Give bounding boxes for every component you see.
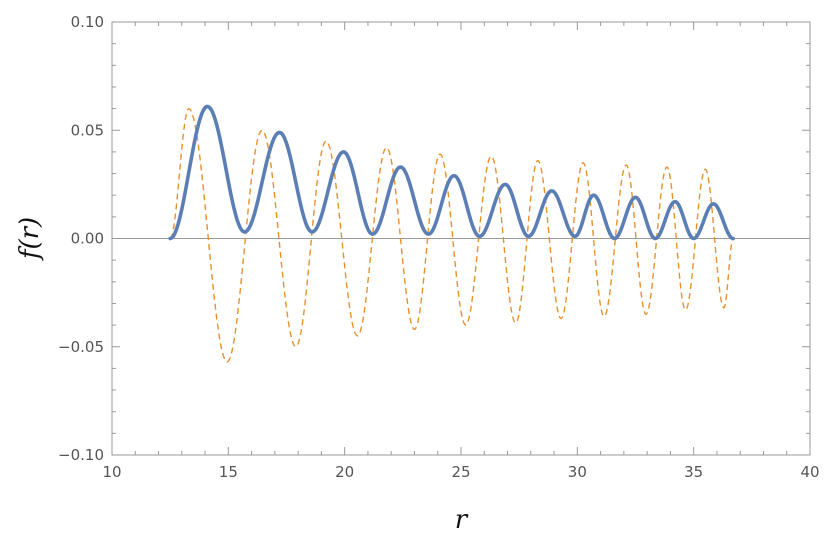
x-tick-label: 35 bbox=[684, 463, 703, 481]
x-tick-label: 15 bbox=[219, 463, 238, 481]
y-tick-label: −0.05 bbox=[58, 338, 104, 356]
y-tick-label: 0.00 bbox=[71, 230, 104, 248]
y-tick-label: 0.10 bbox=[71, 13, 104, 31]
y-axis-label: f(r) bbox=[15, 217, 45, 261]
y-tick-label: 0.05 bbox=[71, 121, 104, 139]
series-group bbox=[168, 104, 736, 363]
x-axis-label: r bbox=[455, 505, 469, 535]
x-tick-label: 20 bbox=[335, 463, 354, 481]
x-tick-label: 25 bbox=[451, 463, 470, 481]
axis-ticks: 10 15 20 25 30 35 40 −0.10 −0.05 0.00 0.05 0.10 bbox=[58, 13, 820, 481]
x-tick-label: 10 bbox=[102, 463, 121, 481]
series-solid-line bbox=[168, 104, 736, 241]
x-tick-label: 30 bbox=[568, 463, 587, 481]
y-tick-label: −0.10 bbox=[58, 446, 104, 464]
series-dashed-line bbox=[169, 107, 734, 363]
x-tick-label: 40 bbox=[800, 463, 819, 481]
